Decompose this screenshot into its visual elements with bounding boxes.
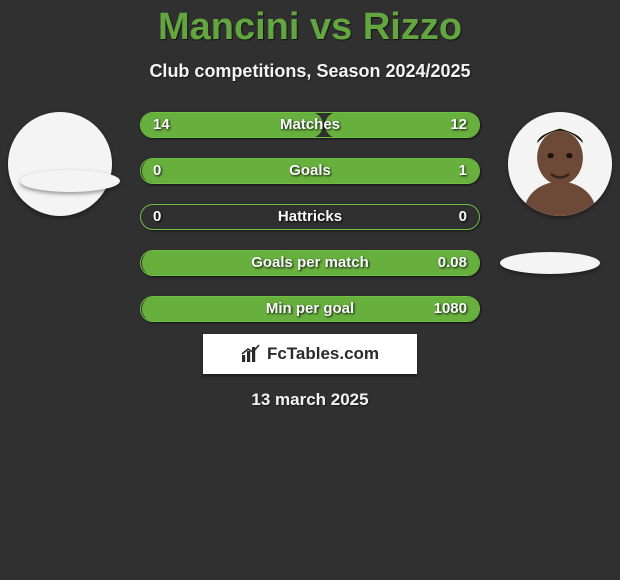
stat-row: Goals per match0.08 <box>140 250 480 276</box>
bar-fill-right <box>142 296 480 322</box>
player-right-avatar <box>508 112 612 216</box>
bar-fill-right <box>142 250 480 276</box>
page-title: Mancini vs Rizzo <box>0 0 620 49</box>
player-right-shadow <box>500 252 600 274</box>
stat-row: Hattricks0 0 <box>140 204 480 230</box>
stat-row: Goals01 <box>140 158 480 184</box>
player-left-avatar <box>8 112 112 216</box>
avatar-person-icon <box>508 112 612 216</box>
stat-label: Hattricks <box>141 205 479 229</box>
stat-value-left: 0 <box>153 205 161 229</box>
stat-row: Matches1412 <box>140 112 480 138</box>
avatar-placeholder-icon <box>8 112 112 216</box>
bar-fill-left <box>140 112 323 138</box>
subtitle: Club competitions, Season 2024/2025 <box>0 61 620 82</box>
as-of-date: 13 march 2025 <box>0 390 620 410</box>
stat-bars: Matches1412 Goals01 Hattricks0 0 Goals per m… <box>140 112 480 342</box>
brand-name: FcTables.com <box>267 344 379 364</box>
stat-value-right: 0 <box>459 205 467 229</box>
bar-fill-right <box>142 158 480 184</box>
chart-bars-icon <box>241 344 261 364</box>
stat-row: Min per goal1080 <box>140 296 480 322</box>
player-left-shadow <box>20 170 120 192</box>
bar-fill-right <box>325 112 480 138</box>
